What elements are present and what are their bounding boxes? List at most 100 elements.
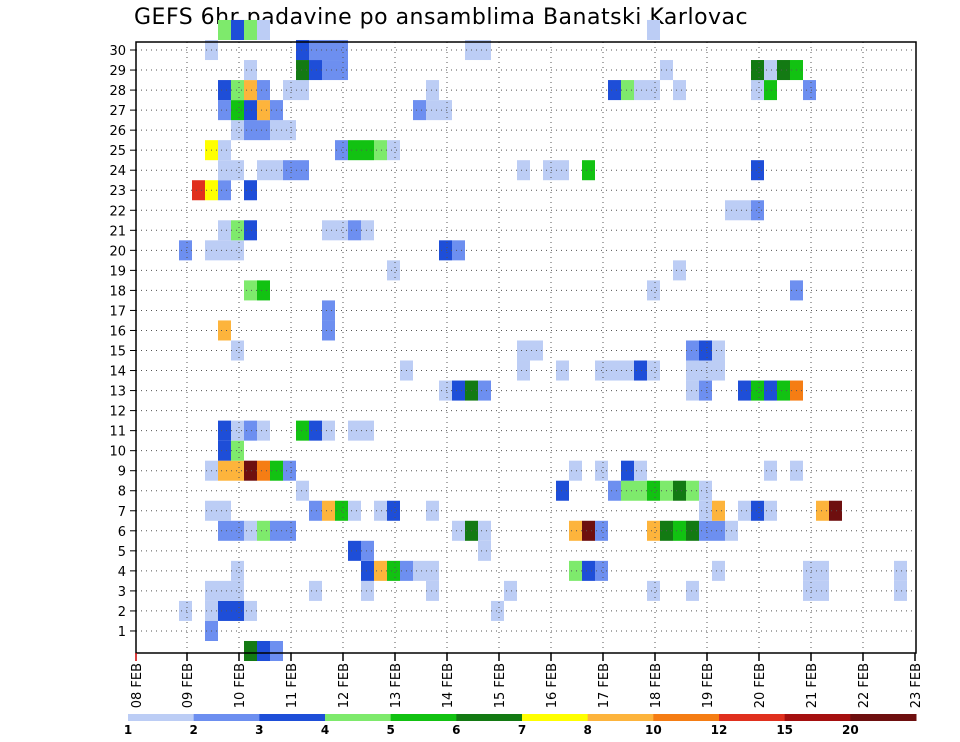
heat-cell <box>712 360 725 381</box>
heat-cell <box>426 560 439 581</box>
heat-cell <box>686 380 699 401</box>
heat-cell <box>764 460 777 481</box>
heat-cell <box>257 460 270 481</box>
heat-cell <box>374 500 387 521</box>
heat-cell <box>244 19 257 40</box>
heat-cell <box>738 380 751 401</box>
heat-cell <box>647 480 660 501</box>
heat-cell <box>452 520 465 541</box>
y-tick-label: 28 <box>109 84 126 99</box>
heat-cell <box>374 140 387 161</box>
y-tick-label: 7 <box>118 505 126 520</box>
y-tick-label: 12 <box>109 405 126 420</box>
heat-cell <box>569 520 582 541</box>
heat-cell <box>426 500 439 521</box>
heat-cell <box>322 300 335 321</box>
heat-cell <box>322 420 335 441</box>
y-tick-label: 29 <box>109 64 126 79</box>
heat-cell <box>751 80 764 101</box>
heat-cell <box>777 60 790 81</box>
heat-cell <box>647 360 660 381</box>
heat-cell <box>634 480 647 501</box>
y-tick-label: 18 <box>109 284 126 299</box>
legend-swatch <box>259 714 326 721</box>
heat-cell <box>218 500 231 521</box>
heat-cell <box>244 220 257 241</box>
heat-cell <box>699 340 712 361</box>
heat-cell <box>699 500 712 521</box>
heat-cell <box>439 240 452 261</box>
legend-label: 4 <box>321 723 329 737</box>
heat-cell <box>764 60 777 81</box>
heat-cell <box>803 560 816 581</box>
heat-cell <box>556 160 569 181</box>
heat-cell <box>751 60 764 81</box>
heat-cell <box>218 580 231 601</box>
heat-cell <box>439 380 452 401</box>
heat-cell <box>582 560 595 581</box>
heat-cell <box>218 520 231 541</box>
heat-cell <box>452 240 465 261</box>
heat-cell <box>231 420 244 441</box>
heat-cell <box>751 160 764 181</box>
heat-cell <box>491 600 504 621</box>
legend-label: 1 <box>124 723 132 737</box>
legend-swatch <box>128 714 195 721</box>
x-tick-label: 13 FEB <box>389 663 404 708</box>
x-tick-label: 08 FEB <box>130 663 145 708</box>
x-tick-label: 18 FEB <box>649 663 664 708</box>
heat-cell <box>348 140 361 161</box>
heat-cell <box>751 200 764 221</box>
heat-cell <box>621 480 634 501</box>
x-tick-label: 23 FEB <box>909 663 924 708</box>
heat-cell <box>322 60 335 81</box>
heat-cell <box>751 500 764 521</box>
heat-cell <box>673 260 686 281</box>
y-tick-label: 20 <box>109 244 126 259</box>
heat-cell <box>231 220 244 241</box>
heat-cell <box>673 520 686 541</box>
y-tick-label: 19 <box>109 264 126 279</box>
legend-swatch <box>587 714 654 721</box>
heat-cell <box>231 460 244 481</box>
heat-cell <box>218 140 231 161</box>
heat-cell <box>231 580 244 601</box>
heat-cell <box>231 240 244 261</box>
x-tick-label: 15 FEB <box>493 663 508 708</box>
heat-cell <box>257 280 270 301</box>
heat-cell <box>699 380 712 401</box>
legend-swatch <box>456 714 523 721</box>
heat-cell <box>517 160 530 181</box>
heat-cell <box>309 500 322 521</box>
x-tick-label: 20 FEB <box>753 663 768 708</box>
heat-cell <box>361 540 374 561</box>
heat-cell <box>426 580 439 601</box>
legend-label: 20 <box>842 723 859 737</box>
heat-cell <box>686 520 699 541</box>
heat-cell <box>478 39 491 61</box>
heat-cell <box>582 520 595 541</box>
heat-cell <box>179 600 192 621</box>
x-tick-label: 10 FEB <box>233 663 248 708</box>
heat-cell <box>257 520 270 541</box>
y-tick-label: 25 <box>109 144 126 159</box>
heat-cell <box>218 19 231 40</box>
heat-cell <box>647 80 660 101</box>
heat-cell <box>244 420 257 441</box>
heat-cell <box>270 640 283 662</box>
heat-cell <box>816 560 829 581</box>
heat-cell <box>231 600 244 621</box>
heat-cell <box>764 80 777 101</box>
heat-cell <box>387 560 400 581</box>
y-tick-label: 1 <box>118 625 126 640</box>
heat-cell <box>504 580 517 601</box>
legend-label: 6 <box>452 723 460 737</box>
heat-cell <box>218 420 231 441</box>
heat-cell <box>699 360 712 381</box>
heat-cell <box>816 580 829 601</box>
heat-cell <box>218 240 231 261</box>
heat-cell <box>309 39 322 61</box>
heat-cell <box>621 360 634 381</box>
heat-cell <box>244 460 257 481</box>
